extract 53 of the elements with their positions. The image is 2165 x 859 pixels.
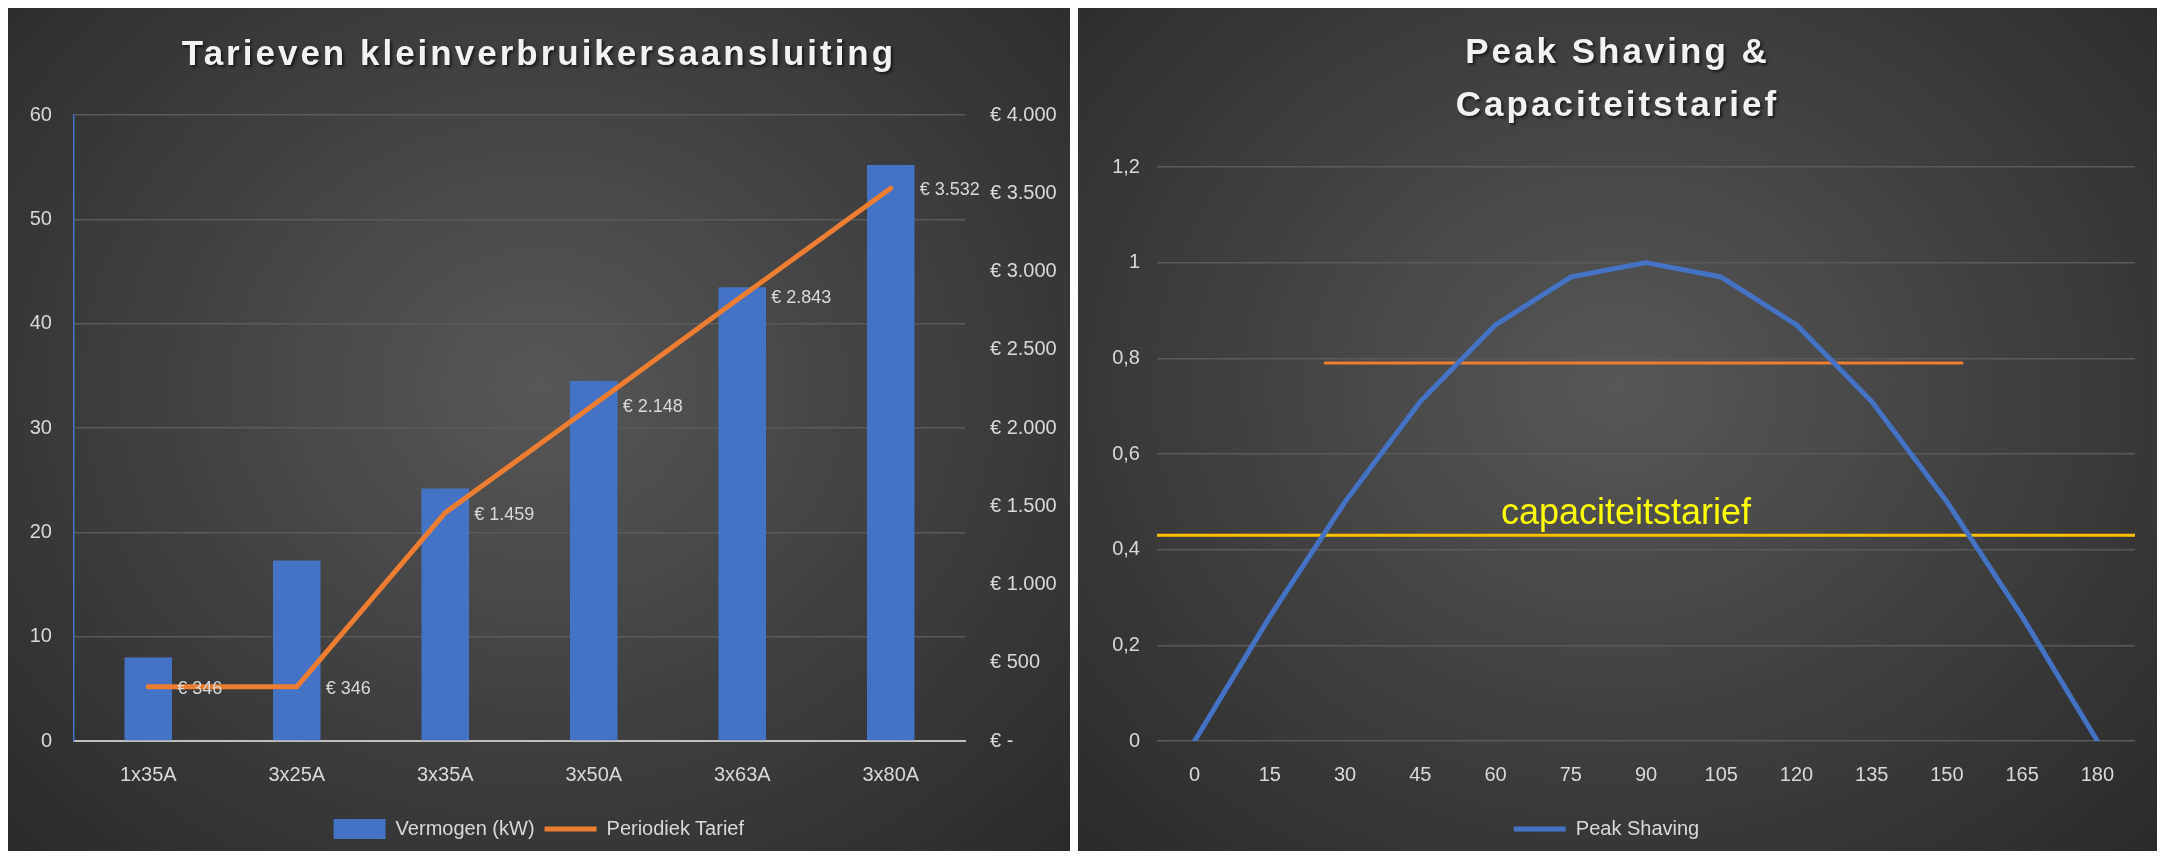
x-tick-label: 3x80A: [862, 762, 920, 785]
y-tick-label: 0,4: [1112, 537, 1140, 560]
y2-tick-label: € -: [990, 728, 1014, 751]
y-tick-label: 10: [29, 624, 52, 647]
x-tick-label: 165: [2005, 762, 2039, 785]
x-tick-label: 0: [1189, 762, 1201, 785]
data-label: € 2.148: [622, 395, 683, 416]
y2-tick-label: € 500: [990, 650, 1041, 673]
x-tick-label: 30: [1333, 762, 1357, 785]
x-tick-label: 150: [1930, 762, 1964, 785]
x-tick-label: 90: [1634, 762, 1658, 785]
x-tick-label: 3x25A: [268, 762, 326, 785]
chart-title: Tarieven kleinverbruikersaansluiting: [180, 32, 898, 74]
y2-tick-label: € 4.000: [990, 102, 1057, 125]
x-tick-label: 3x63A: [713, 762, 772, 785]
x-tick-label: 1x35A: [119, 762, 178, 785]
y-tick-label: 30: [29, 415, 52, 438]
x-tick-label: 15: [1258, 762, 1281, 785]
y-tick-label: 1,2: [1112, 154, 1140, 177]
legend-label: Vermogen (kW): [395, 816, 535, 839]
x-tick-label: 3x35A: [416, 762, 475, 785]
x-tick-label: 180: [2080, 762, 2115, 785]
data-label: € 3.532: [919, 179, 980, 200]
y-tick-label: 0: [40, 728, 52, 751]
data-label: € 346: [325, 677, 371, 698]
legend-label: Peak Shaving: [1575, 816, 1700, 839]
y2-tick-label: € 2.000: [990, 415, 1057, 438]
data-label: € 1.459: [474, 503, 535, 524]
y-tick-label: 60: [29, 102, 52, 125]
x-tick-label: 75: [1559, 762, 1582, 785]
y2-tick-label: € 3.500: [990, 180, 1057, 203]
y2-tick-label: € 3.000: [990, 259, 1057, 282]
x-tick-label: 45: [1409, 762, 1432, 785]
chart-title: Peak Shaving & Capaciteitstarief: [1454, 30, 1781, 125]
y-tick-label: 20: [29, 519, 52, 542]
y-tick-label: 0: [1128, 728, 1140, 751]
x-tick-label: 105: [1704, 762, 1738, 785]
data-label: € 2.843: [771, 287, 832, 308]
x-tick-label: 60: [1484, 762, 1507, 785]
y-tick-label: 0,2: [1112, 632, 1140, 655]
x-tick-label: 120: [1779, 762, 1814, 785]
y2-tick-label: € 1.000: [990, 572, 1057, 595]
y-tick-label: 0,6: [1112, 441, 1140, 464]
y-tick-label: 50: [29, 206, 52, 229]
y2-tick-label: € 2.500: [990, 337, 1057, 360]
y-tick-label: 0,8: [1112, 345, 1140, 368]
y-tick-label: 40: [29, 311, 52, 334]
y2-tick-label: € 1.500: [990, 493, 1057, 516]
ref-line-label: capaciteitstarief: [1500, 491, 1753, 533]
y-tick-label: 1: [1128, 250, 1140, 273]
legend-label: Periodiek Tarief: [606, 816, 745, 839]
x-tick-label: 3x50A: [565, 762, 623, 785]
x-tick-label: 135: [1855, 762, 1889, 785]
